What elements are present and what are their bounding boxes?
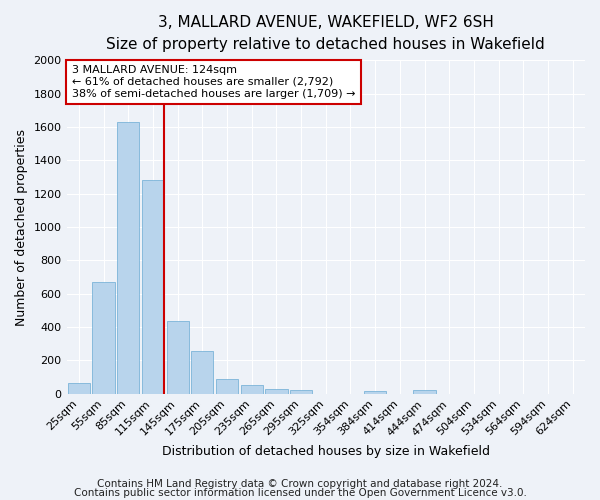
Bar bbox=[167, 321, 189, 394]
Text: Contains HM Land Registry data © Crown copyright and database right 2024.: Contains HM Land Registry data © Crown c… bbox=[97, 479, 503, 489]
Bar bbox=[241, 386, 263, 394]
Bar bbox=[216, 378, 238, 394]
Bar bbox=[68, 383, 90, 394]
Y-axis label: Number of detached properties: Number of detached properties bbox=[15, 128, 28, 326]
Bar bbox=[265, 388, 287, 394]
Bar bbox=[191, 351, 214, 394]
Bar bbox=[290, 390, 312, 394]
Bar bbox=[364, 391, 386, 394]
Text: Contains public sector information licensed under the Open Government Licence v3: Contains public sector information licen… bbox=[74, 488, 526, 498]
Bar bbox=[92, 282, 115, 394]
Bar bbox=[413, 390, 436, 394]
Title: 3, MALLARD AVENUE, WAKEFIELD, WF2 6SH
Size of property relative to detached hous: 3, MALLARD AVENUE, WAKEFIELD, WF2 6SH Si… bbox=[106, 15, 545, 52]
Text: 3 MALLARD AVENUE: 124sqm
← 61% of detached houses are smaller (2,792)
38% of sem: 3 MALLARD AVENUE: 124sqm ← 61% of detach… bbox=[72, 66, 355, 98]
X-axis label: Distribution of detached houses by size in Wakefield: Distribution of detached houses by size … bbox=[162, 444, 490, 458]
Bar bbox=[142, 180, 164, 394]
Bar bbox=[117, 122, 139, 394]
